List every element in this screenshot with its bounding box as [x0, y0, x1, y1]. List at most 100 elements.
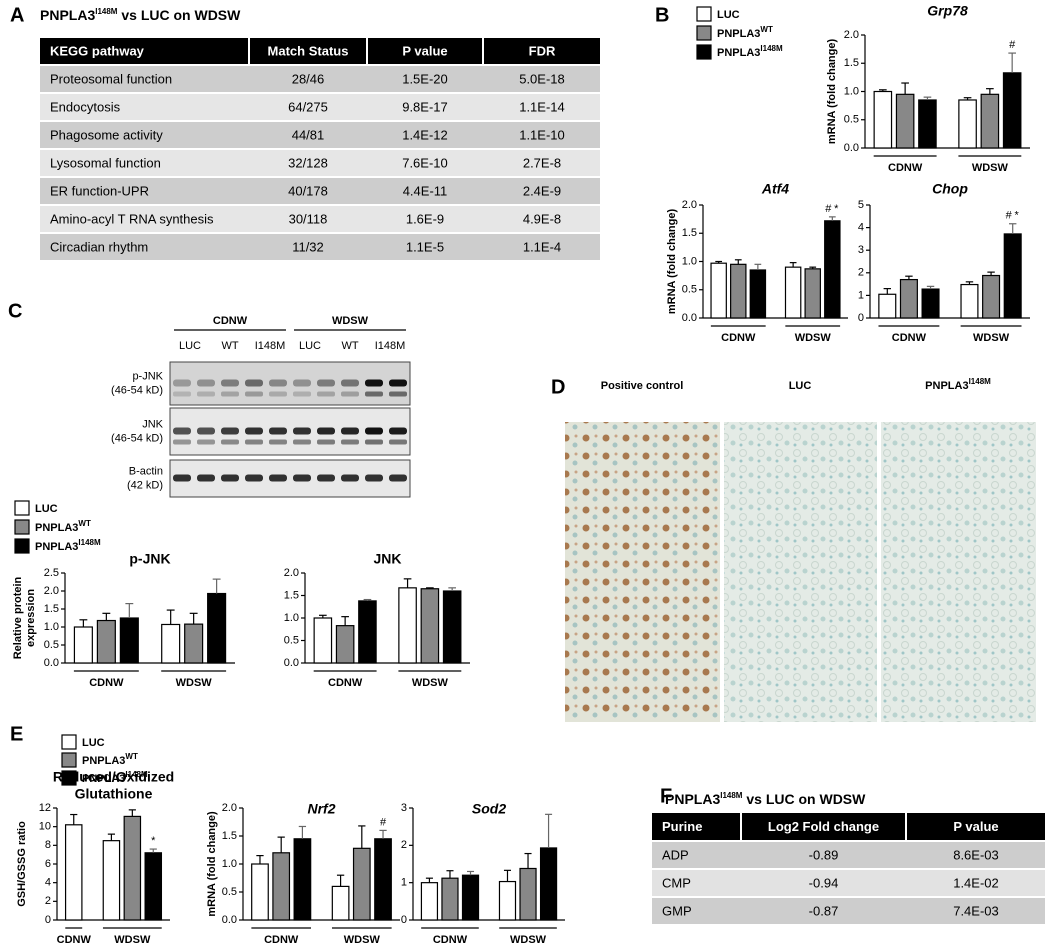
image-label-text: LUC — [789, 380, 812, 392]
group-label: WDSW — [795, 332, 832, 344]
blot-band — [221, 474, 239, 482]
legend-label-sup: I148M — [78, 538, 101, 547]
table-header: KEGG pathway — [50, 43, 145, 58]
table-cell: 1.1E-10 — [519, 127, 565, 142]
blot-band — [317, 391, 335, 397]
annotation: * — [151, 835, 156, 847]
legend-label-text: PNPLA3 — [717, 47, 760, 59]
blot-band — [245, 379, 263, 387]
table-header: P value — [953, 819, 998, 834]
image-label-text: Positive control — [601, 380, 684, 392]
bar — [335, 625, 355, 664]
table-cell: 2.4E-9 — [523, 183, 561, 198]
blot-band — [365, 439, 383, 445]
annotation: * — [834, 203, 839, 215]
table-cell: Endocytosis — [50, 99, 121, 114]
image-label: Positive control — [601, 380, 684, 392]
y-axis-label: Relative protein — [12, 576, 24, 659]
y-tick-label: 5 — [858, 199, 864, 211]
histology-image — [565, 422, 720, 722]
legend-label: LUC — [82, 737, 105, 749]
bar — [921, 288, 940, 319]
bar — [161, 623, 181, 664]
blot-band — [221, 427, 239, 435]
bar — [293, 838, 312, 921]
blot-row-label: p-JNK — [132, 370, 163, 382]
table-cell: 30/118 — [289, 211, 328, 226]
legend-swatch — [696, 6, 712, 22]
y-tick-label: 3 — [858, 244, 864, 256]
table-header: Log2 Fold change — [768, 819, 879, 834]
group-label: WDSW — [412, 677, 449, 689]
y-tick-label: 1.5 — [222, 830, 237, 842]
bar — [899, 278, 918, 319]
y-tick-label: 1.5 — [44, 603, 59, 615]
panel-title-text: PNPLA3 — [40, 7, 95, 23]
blot-band — [221, 391, 239, 397]
y-tick-label: 0.0 — [284, 657, 299, 669]
histology-image — [724, 422, 877, 722]
table-cell: CMP — [662, 875, 691, 890]
y-tick-label: 8 — [45, 839, 51, 851]
lane-label: WT — [341, 340, 358, 352]
blot-row-label: JNK — [142, 418, 163, 430]
legend-label: PNPLA3WT — [717, 25, 773, 40]
table-cell: 1.1E-4 — [523, 239, 561, 254]
table-cell: 32/128 — [288, 155, 328, 170]
legend-label-text: LUC — [82, 737, 105, 749]
blot-band — [293, 379, 311, 387]
bar — [331, 885, 350, 921]
legend-label-text: PNPLA3 — [82, 773, 125, 785]
legend-label-text: LUC — [35, 503, 58, 515]
annotation: # — [380, 816, 387, 828]
image-label: PNPLA3I148M — [925, 377, 991, 392]
y-tick-label: 2.5 — [44, 567, 59, 579]
bar — [123, 815, 142, 921]
y-axis-label: mRNA (fold change) — [666, 209, 678, 315]
blot-band — [221, 379, 239, 387]
legend-label-text: PNPLA3 — [35, 522, 78, 534]
y-tick-label: 1.0 — [682, 255, 697, 267]
y-tick-label: 2 — [858, 267, 864, 279]
y-tick-label: 0.0 — [222, 914, 237, 926]
blot-band — [389, 427, 407, 435]
bar — [420, 588, 440, 664]
y-tick-label: 4 — [858, 222, 864, 234]
group-label: WDSW — [114, 934, 151, 946]
table-cell: Lysosomal function — [50, 155, 161, 170]
panel-label: B — [655, 4, 669, 26]
legend-swatch — [61, 770, 77, 786]
bar — [441, 877, 459, 921]
table-cell: -0.89 — [809, 847, 839, 862]
group-label: CDNW — [888, 162, 923, 174]
blot-band — [269, 391, 287, 397]
table-cell: -0.87 — [809, 903, 839, 918]
bar — [918, 99, 937, 149]
blot-band — [269, 379, 287, 387]
table-cell: 64/275 — [288, 99, 328, 114]
panel-title-rest: vs LUC on WDSW — [742, 791, 866, 807]
bar — [749, 269, 767, 319]
table-cell: 9.8E-17 — [402, 99, 448, 114]
table-header-cell — [742, 813, 905, 840]
table-header: P value — [402, 43, 447, 58]
legend-swatch — [14, 500, 30, 516]
legend-label-text: PNPLA3 — [35, 541, 78, 553]
blot-band — [173, 427, 191, 435]
table-row — [40, 178, 600, 204]
bar — [102, 840, 121, 921]
bar — [73, 626, 93, 664]
blot-band — [389, 379, 407, 387]
table-cell: 1.4E-12 — [402, 127, 448, 142]
bar — [895, 93, 915, 149]
blot-band — [197, 379, 215, 387]
table-cell: Amino-acyl T RNA synthesis — [50, 211, 214, 226]
bar — [251, 863, 269, 921]
y-tick-label: 2.0 — [222, 802, 237, 814]
table-cell: 1.6E-9 — [406, 211, 444, 226]
blot-band — [365, 427, 383, 435]
panel-label: F — [660, 785, 672, 807]
table-cell: 28/46 — [292, 71, 325, 86]
table-header-cell — [907, 813, 1045, 840]
bar — [358, 600, 377, 664]
